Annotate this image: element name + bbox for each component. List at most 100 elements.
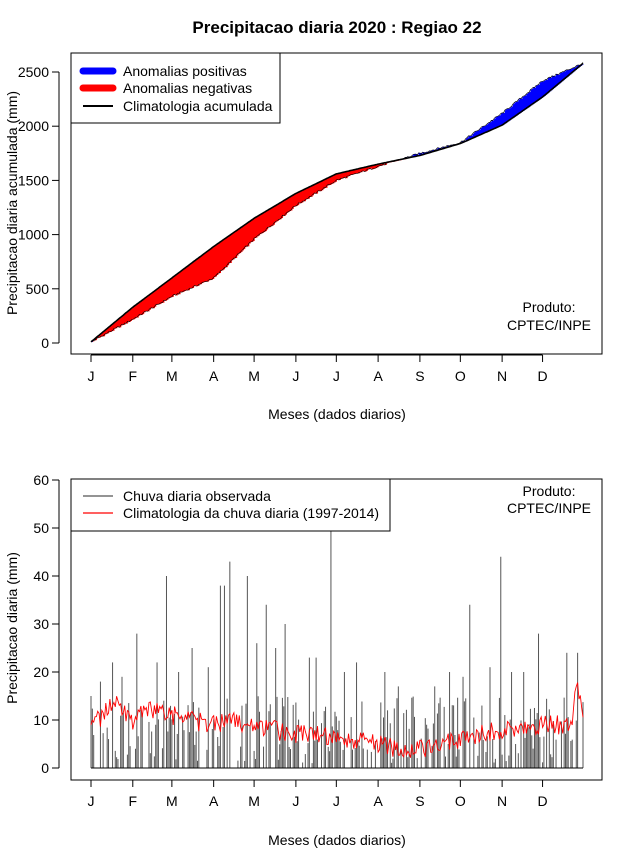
x-tick-label: M	[166, 793, 178, 809]
positive-anomaly-band	[526, 93, 529, 109]
negative-anomaly-band	[371, 165, 374, 170]
negative-anomaly-band	[239, 228, 242, 254]
negative-anomaly-band	[140, 301, 143, 315]
negative-anomaly-band	[210, 248, 213, 280]
positive-anomaly-band	[414, 154, 417, 157]
negative-anomaly-band	[262, 213, 265, 233]
negative-anomaly-band	[143, 299, 146, 313]
negative-anomaly-band	[305, 188, 308, 200]
y-tick-label: 0	[41, 760, 49, 776]
negative-anomaly-band	[380, 163, 383, 166]
negative-anomaly-band	[277, 204, 279, 221]
negative-anomaly-band	[209, 249, 212, 280]
negative-anomaly-band	[370, 166, 372, 169]
negative-anomaly-band	[365, 166, 368, 171]
positive-anomaly-band	[568, 69, 571, 76]
y-tick-label: 0	[41, 335, 49, 351]
negative-anomaly-band	[363, 167, 366, 171]
y-axis-label: Precipitacao diaria acumulada (mm)	[4, 91, 20, 315]
negative-anomaly-band	[241, 226, 244, 251]
positive-anomaly-band	[475, 131, 478, 138]
positive-anomaly-band	[523, 95, 526, 111]
figure-title: Precipitacao diaria 2020 : Regiao 22	[192, 18, 481, 37]
negative-anomaly-band	[252, 219, 255, 241]
negative-anomaly-band	[135, 305, 138, 318]
negative-anomaly-band	[352, 170, 355, 175]
negative-anomaly-band	[240, 227, 243, 252]
negative-anomaly-band	[243, 225, 246, 250]
x-tick-label: D	[537, 368, 547, 384]
negative-anomaly-band	[251, 220, 254, 242]
positive-anomaly-band	[477, 130, 480, 136]
negative-anomaly-band	[162, 285, 165, 303]
negative-anomaly-band	[190, 263, 193, 289]
positive-anomaly-band	[518, 99, 521, 114]
negative-anomaly-band	[101, 332, 104, 336]
negative-anomaly-band	[170, 278, 173, 298]
y-tick-label: 60	[33, 472, 49, 488]
positive-anomaly-band	[500, 113, 503, 126]
positive-anomaly-band	[547, 77, 550, 93]
negative-anomaly-band	[185, 267, 188, 291]
axes: J F M A M J J A S O N D 0 10 20 30 40 50 60	[33, 472, 547, 809]
legend-label-negative: Anomalias negativas	[123, 80, 252, 96]
negative-anomaly-band	[376, 164, 379, 168]
positive-anomaly-band	[531, 88, 534, 105]
negative-anomaly-band	[287, 198, 290, 212]
observed-accumulated-line	[90, 62, 584, 342]
accumulated-precipitation-chart: J F M A M J J A S O N D 0 500 1000 1500 2000 2500 Meses (…	[4, 52, 603, 422]
negative-anomaly-band	[144, 298, 147, 312]
negative-anomaly-band	[100, 334, 103, 337]
x-tick-label: A	[209, 793, 219, 809]
negative-anomaly-band	[212, 247, 215, 279]
negative-anomaly-band	[317, 183, 320, 192]
negative-anomaly-band	[302, 190, 305, 202]
x-tick-label: A	[373, 368, 383, 384]
negative-anomaly-band	[217, 243, 220, 274]
positive-anomaly-band	[483, 126, 486, 134]
negative-anomaly-band	[347, 171, 350, 177]
positive-anomaly-band	[556, 73, 558, 86]
negative-anomaly-band	[275, 205, 278, 222]
negative-anomaly-band	[295, 193, 298, 206]
negative-anomaly-band	[263, 212, 266, 232]
negative-anomaly-band	[321, 181, 324, 191]
negative-anomaly-band	[306, 188, 309, 199]
negative-anomaly-band	[237, 229, 240, 254]
negative-anomaly-band	[174, 275, 177, 295]
x-tick-label: N	[497, 368, 507, 384]
negative-anomaly-band	[271, 207, 274, 226]
negative-anomaly-band	[333, 175, 336, 183]
negative-anomaly-band	[357, 168, 360, 174]
negative-anomaly-band	[231, 234, 234, 261]
negative-anomaly-band	[124, 313, 127, 324]
negative-anomaly-band	[178, 272, 181, 295]
product-note-label: Produto:	[523, 299, 576, 315]
negative-anomaly-band	[285, 199, 288, 215]
legend-label-climatology: Climatologia acumulada	[123, 98, 273, 114]
negative-anomaly-band	[303, 189, 306, 202]
y-tick-label: 1500	[18, 172, 49, 188]
product-note-label: Produto:	[523, 483, 576, 499]
negative-anomaly-band	[374, 165, 377, 169]
negative-anomaly-band	[111, 325, 114, 332]
positive-anomaly-band	[480, 127, 483, 135]
positive-anomaly-band	[498, 115, 501, 127]
negative-anomaly-band	[322, 180, 325, 189]
negative-anomaly-band	[375, 164, 378, 169]
negative-anomaly-band	[173, 276, 176, 295]
x-tick-label: J	[292, 793, 299, 809]
negative-anomaly-band	[113, 322, 116, 329]
negative-anomaly-band	[128, 310, 131, 322]
negative-anomaly-band	[196, 259, 199, 287]
negative-anomaly-band	[167, 280, 170, 299]
negative-anomaly-band	[205, 252, 208, 282]
negative-anomaly-band	[255, 217, 258, 238]
y-axis-label: Precipitacao diaria (mm)	[4, 552, 20, 704]
positive-anomaly-band	[522, 96, 525, 112]
negative-anomaly-band	[97, 336, 100, 338]
negative-anomaly-band	[248, 222, 251, 244]
negative-anomaly-band	[103, 331, 106, 337]
positive-anomaly-band	[488, 122, 491, 132]
negative-anomaly-band	[289, 197, 292, 212]
